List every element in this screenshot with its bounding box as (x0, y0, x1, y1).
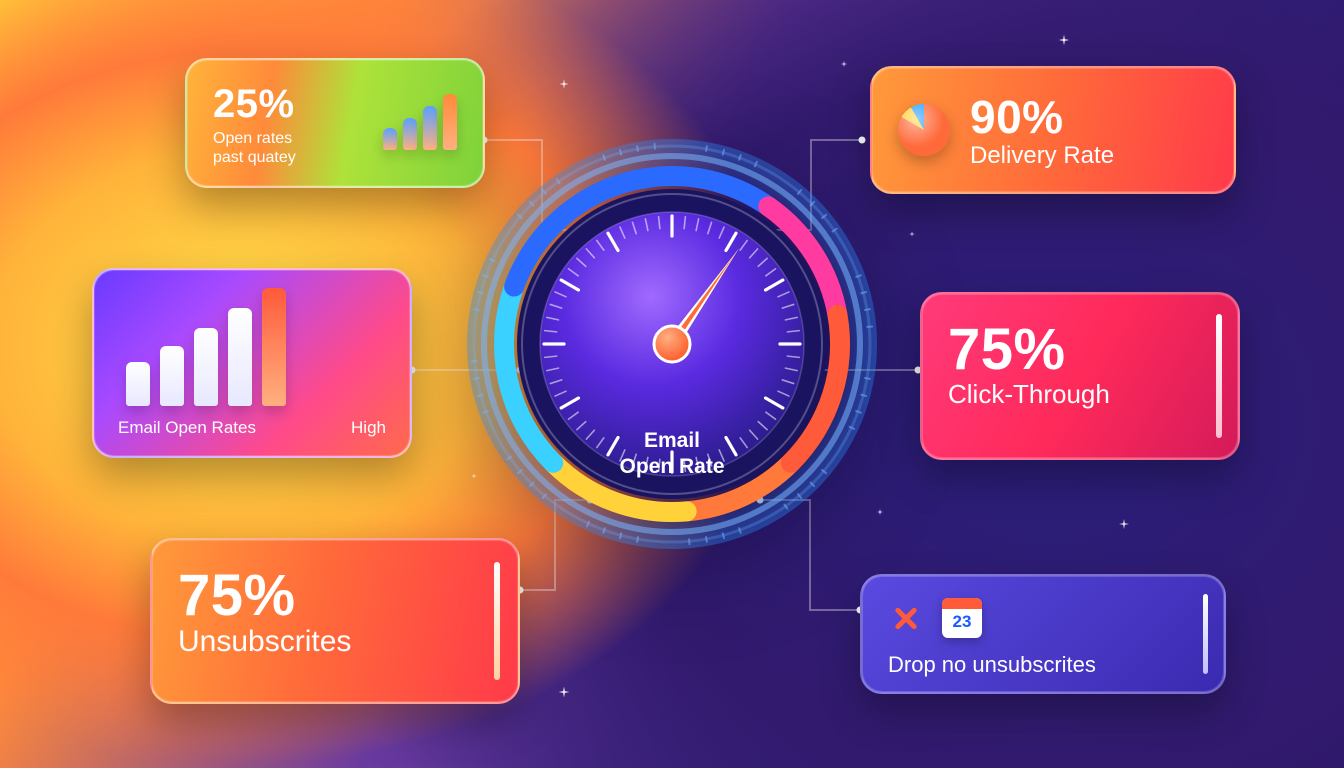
gauge-email-open-rate: EmailOpen Rate (462, 134, 882, 554)
accent-bar (494, 562, 500, 680)
unsub-value: 75% (178, 562, 492, 629)
card-open-rates: 25% Open ratespast quatey (185, 58, 485, 188)
delivery-label: Delivery Rate (970, 142, 1114, 170)
calendar-icon: 23 (942, 598, 982, 638)
accent-bar (1203, 594, 1208, 674)
open-rates-chart-label: Email Open Rates (118, 418, 256, 438)
delivery-value: 90% (970, 90, 1114, 144)
gauge-title: EmailOpen Rate (462, 428, 882, 481)
unsub-label: Unsubscrites (178, 625, 492, 659)
card-unsubscribes: 75% Unsubscrites (150, 538, 520, 704)
click-value: 75% (948, 316, 1212, 383)
card-delivery-rate: 90% Delivery Rate (870, 66, 1236, 194)
card-email-open-rates: Email Open Rates High (92, 268, 412, 458)
close-icon (888, 600, 924, 636)
card-drop-unsub: 23 Drop no unsubscrites (860, 574, 1226, 694)
drop-label: Drop no unsubscrites (888, 652, 1198, 678)
bar-chart-open-rates (126, 288, 286, 406)
click-label: Click-Through (948, 379, 1212, 410)
card-click-through: 75% Click-Through (920, 292, 1240, 460)
open-rates-chart-tag: High (351, 418, 386, 438)
bar-chart-icon (383, 94, 457, 150)
accent-bar (1216, 314, 1222, 438)
pie-chart-icon (898, 104, 950, 156)
